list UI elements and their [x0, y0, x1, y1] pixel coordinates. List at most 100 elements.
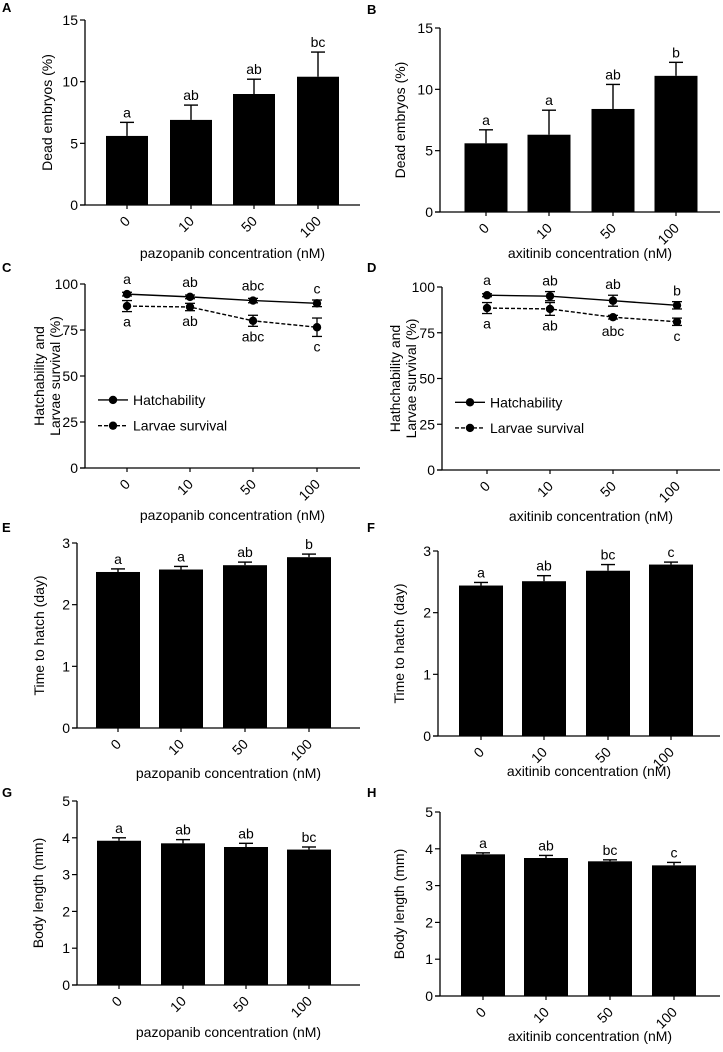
significance-label: ab [238, 825, 254, 841]
y-axis-title-line1: Hatchability and [31, 326, 47, 426]
bar [527, 134, 571, 212]
data-point [312, 299, 322, 308]
x-tick-label: 50 [238, 213, 260, 235]
y-axis-title: Body length (mm) [391, 849, 407, 959]
data-point [482, 291, 492, 300]
y-tick-label: 5 [70, 135, 78, 151]
significance-label: bc [311, 34, 326, 50]
significance-label: c [674, 328, 681, 344]
significance-label: a [483, 272, 491, 288]
significance-label: ab [237, 544, 253, 560]
x-tick-label: 50 [230, 993, 252, 1015]
legend-label: Hatchability [133, 392, 205, 408]
x-tick-label: 10 [167, 993, 189, 1015]
x-tick-label: 10 [534, 478, 556, 500]
bar [161, 843, 205, 985]
panel-a: A 0 5 10 15 0 10 50 100 pazopanib concentration (… [2, 0, 360, 261]
x-tick-label: 100 [654, 220, 682, 248]
y-tick-label: 10 [417, 81, 433, 97]
x-axis-title: pazopanib concentration (nM) [140, 245, 325, 261]
y-tick-label: 1 [423, 666, 431, 682]
x-tick-label: 50 [229, 736, 251, 758]
x-axis-title: pazopanib concentration (nM) [136, 765, 321, 781]
bar [461, 854, 505, 996]
y-axis-title: Body length (mm) [30, 838, 46, 948]
data-point [248, 296, 258, 305]
significance-label: a [177, 548, 185, 564]
bar [97, 840, 141, 985]
significance-label: c [671, 844, 678, 860]
y-tick-label: 10 [62, 74, 78, 90]
x-tick-label: 50 [597, 220, 619, 242]
y-tick-label: 2 [425, 914, 433, 930]
significance-label: b [672, 44, 680, 60]
x-tick-label: 100 [295, 476, 323, 504]
y-tick-label: 100 [55, 276, 79, 292]
y-tick-label: 3 [425, 878, 433, 894]
legend-marker [465, 398, 475, 407]
x-tick-label: 50 [594, 1004, 616, 1026]
x-tick-label: 0 [108, 993, 125, 1010]
panel-letter: F [367, 520, 375, 535]
legend-label: Larvae survival [133, 418, 227, 434]
y-tick-label: 5 [425, 804, 433, 820]
data-point [248, 316, 258, 325]
bar [287, 849, 331, 985]
bar [652, 865, 696, 996]
series-line-hatchability [126, 293, 318, 305]
x-tick-label: 100 [287, 736, 315, 764]
significance-label: ab [605, 66, 621, 82]
significance-label: ab [542, 273, 558, 289]
y-tick-label: 3 [62, 867, 70, 883]
x-axis-title: pazopanib concentration (nM) [140, 507, 325, 523]
x-tick-label: 50 [237, 476, 259, 498]
y-tick-label: 0 [425, 204, 433, 220]
y-tick-label: 0 [423, 728, 431, 744]
x-tick-label: 0 [107, 736, 124, 753]
data-point [545, 304, 555, 314]
y-tick-label: 0 [427, 462, 435, 478]
bar [106, 135, 148, 205]
x-tick-label: 0 [476, 478, 493, 495]
y-tick-label: 75 [62, 322, 78, 338]
bar [459, 585, 503, 736]
significance-label: a [123, 271, 131, 287]
significance-label: ab [175, 822, 191, 838]
legend-marker [465, 423, 475, 433]
x-tick-label: 100 [296, 213, 324, 241]
y-tick-label: 0 [70, 460, 78, 476]
significance-label: ab [605, 276, 621, 292]
y-tick-label: 1 [425, 951, 433, 967]
legend-marker [108, 421, 118, 430]
significance-label: bc [603, 842, 618, 858]
significance-label: ab [536, 558, 552, 574]
x-tick-label: 10 [174, 476, 196, 498]
bar [654, 75, 698, 212]
panel-letter: G [2, 785, 12, 800]
y-axis-title: Dead embryos (%) [39, 54, 55, 171]
y-axis-title-line1: Hathchability and [387, 325, 403, 432]
panel-letter: H [367, 785, 376, 800]
series-line-larvae-survival [486, 307, 678, 323]
significance-label: ab [246, 61, 262, 77]
x-tick-label: 10 [533, 220, 555, 242]
y-axis-title: Dead embryos (%) [392, 62, 408, 179]
bar [522, 581, 566, 736]
y-tick-label: 50 [62, 368, 78, 384]
x-tick-label: 10 [165, 736, 187, 758]
panel-letter: B [367, 2, 376, 17]
y-tick-label: 0 [62, 977, 70, 993]
significance-label: ab [538, 837, 554, 853]
significance-label: a [114, 551, 122, 567]
significance-label: b [673, 282, 681, 298]
y-tick-label: 15 [62, 12, 78, 28]
data-point [122, 289, 132, 299]
significance-label: b [305, 536, 313, 552]
bar [591, 108, 635, 212]
y-tick-label: 2 [423, 605, 431, 621]
x-axis-title: axitinib concentration (nM) [507, 763, 671, 779]
